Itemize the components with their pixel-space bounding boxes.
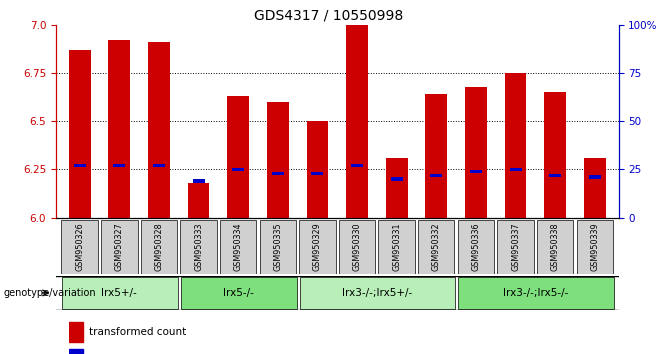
Bar bbox=[153, 164, 165, 167]
Bar bbox=[505, 73, 526, 218]
Text: lrx3-/-;lrx5-/-: lrx3-/-;lrx5-/- bbox=[503, 288, 568, 298]
Bar bbox=[188, 183, 209, 218]
FancyBboxPatch shape bbox=[537, 220, 573, 274]
FancyBboxPatch shape bbox=[459, 277, 614, 309]
Bar bbox=[386, 158, 407, 218]
Bar bbox=[391, 177, 403, 181]
Bar bbox=[267, 102, 289, 218]
Text: lrx5-/-: lrx5-/- bbox=[223, 288, 253, 298]
FancyBboxPatch shape bbox=[259, 220, 296, 274]
Bar bbox=[69, 322, 83, 342]
Bar bbox=[346, 25, 368, 218]
Bar bbox=[470, 170, 482, 173]
FancyBboxPatch shape bbox=[180, 220, 216, 274]
Bar bbox=[351, 164, 363, 167]
FancyBboxPatch shape bbox=[181, 277, 297, 309]
FancyBboxPatch shape bbox=[339, 220, 375, 274]
Text: GSM950334: GSM950334 bbox=[234, 223, 243, 271]
Bar bbox=[109, 40, 130, 218]
Text: GSM950335: GSM950335 bbox=[273, 223, 282, 271]
Bar bbox=[549, 173, 561, 177]
Text: GSM950330: GSM950330 bbox=[353, 223, 361, 271]
Bar bbox=[307, 121, 328, 218]
FancyBboxPatch shape bbox=[458, 220, 494, 274]
FancyBboxPatch shape bbox=[378, 220, 415, 274]
Bar bbox=[544, 92, 566, 218]
Text: genotype/variation: genotype/variation bbox=[3, 288, 96, 298]
FancyBboxPatch shape bbox=[101, 220, 138, 274]
Text: GSM950328: GSM950328 bbox=[155, 223, 163, 271]
FancyBboxPatch shape bbox=[300, 277, 455, 309]
Text: GSM950327: GSM950327 bbox=[114, 223, 124, 271]
FancyBboxPatch shape bbox=[141, 220, 177, 274]
Bar bbox=[584, 158, 605, 218]
Bar bbox=[193, 179, 205, 183]
Bar bbox=[465, 86, 487, 218]
Bar bbox=[430, 173, 442, 177]
Text: GSM950329: GSM950329 bbox=[313, 223, 322, 271]
Text: GSM950326: GSM950326 bbox=[75, 223, 84, 271]
FancyBboxPatch shape bbox=[220, 220, 257, 274]
FancyBboxPatch shape bbox=[61, 220, 98, 274]
Bar bbox=[69, 349, 83, 354]
FancyBboxPatch shape bbox=[63, 277, 178, 309]
Bar bbox=[311, 172, 324, 175]
FancyBboxPatch shape bbox=[497, 220, 534, 274]
Bar bbox=[148, 42, 170, 218]
Text: GSM950336: GSM950336 bbox=[471, 223, 480, 271]
Text: GSM950339: GSM950339 bbox=[590, 223, 599, 271]
Text: GSM950331: GSM950331 bbox=[392, 223, 401, 271]
Bar bbox=[509, 168, 522, 171]
Text: GDS4317 / 10550998: GDS4317 / 10550998 bbox=[255, 9, 403, 23]
Bar bbox=[113, 164, 125, 167]
Bar bbox=[74, 164, 86, 167]
Bar bbox=[232, 168, 244, 171]
Bar bbox=[425, 94, 447, 218]
Bar bbox=[227, 96, 249, 218]
Text: GSM950337: GSM950337 bbox=[511, 223, 520, 271]
Text: GSM950338: GSM950338 bbox=[551, 223, 560, 271]
Text: GSM950333: GSM950333 bbox=[194, 223, 203, 271]
Text: GSM950332: GSM950332 bbox=[432, 223, 441, 271]
Bar bbox=[69, 50, 91, 218]
Text: lrx3-/-;lrx5+/-: lrx3-/-;lrx5+/- bbox=[342, 288, 412, 298]
FancyBboxPatch shape bbox=[299, 220, 336, 274]
FancyBboxPatch shape bbox=[576, 220, 613, 274]
Text: transformed count: transformed count bbox=[89, 327, 187, 337]
Bar bbox=[589, 176, 601, 179]
FancyBboxPatch shape bbox=[418, 220, 455, 274]
Bar bbox=[272, 172, 284, 175]
Text: lrx5+/-: lrx5+/- bbox=[101, 288, 138, 298]
